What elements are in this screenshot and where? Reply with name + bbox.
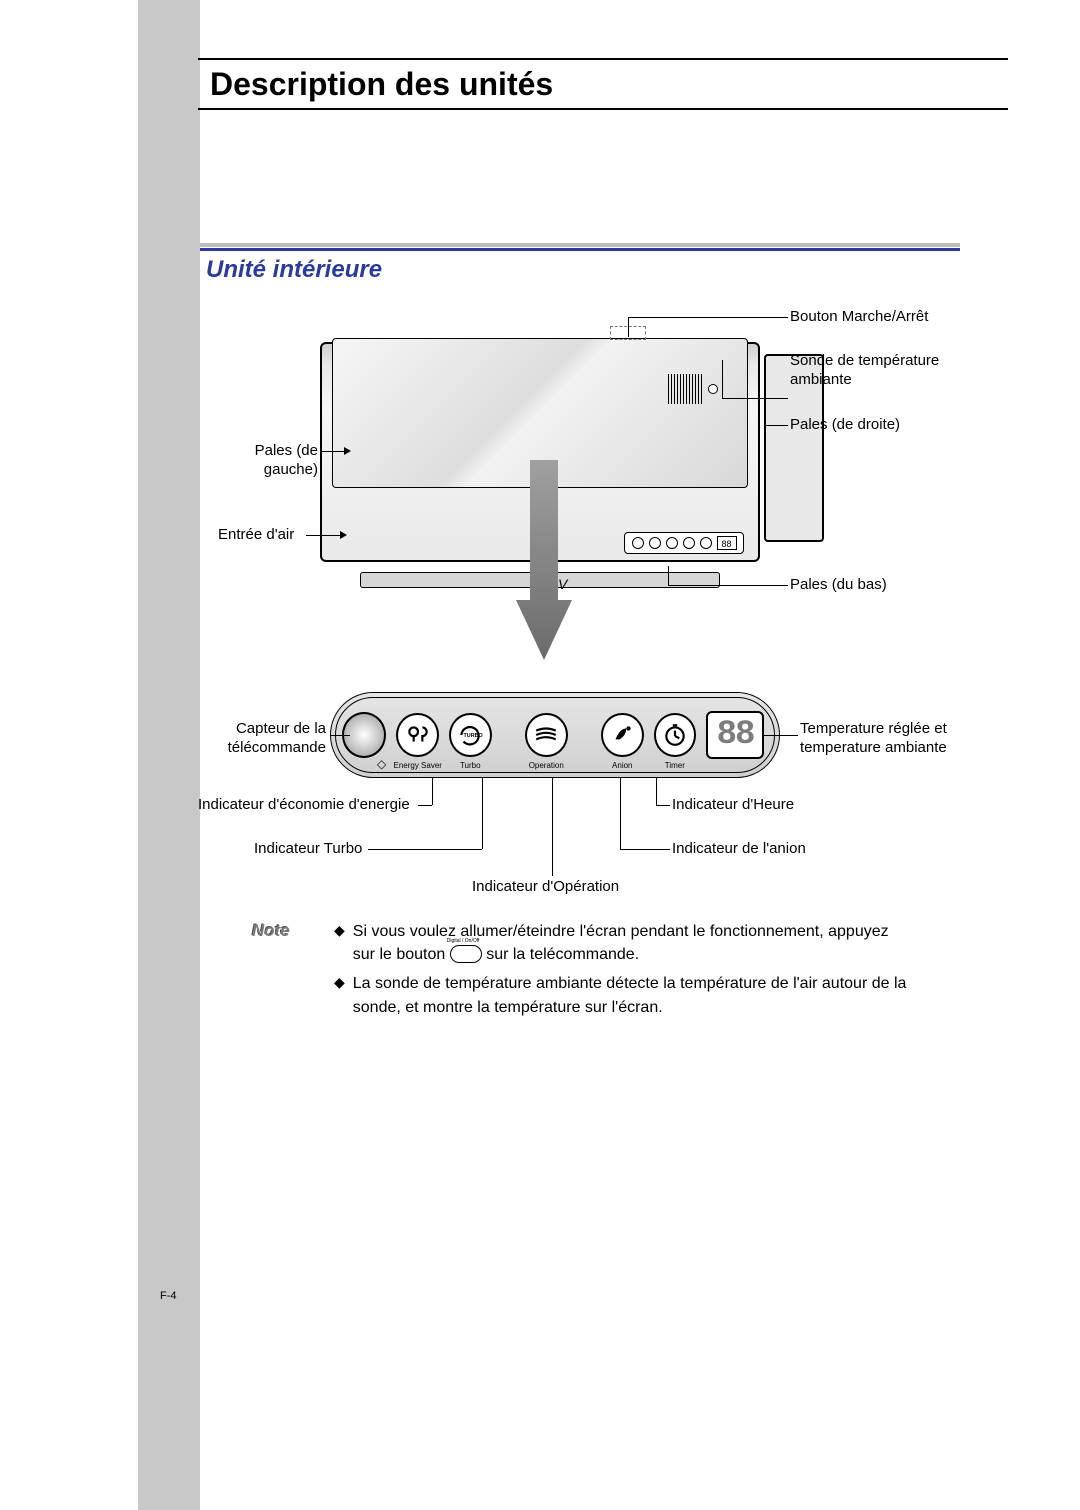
indicator-label: Timer xyxy=(665,761,685,771)
note-body: ◆ Si vous voulez allumer/éteindre l'écra… xyxy=(334,920,914,1025)
mini-display: 88 xyxy=(717,536,737,550)
label-capteur-tele: Capteur de la télécommande xyxy=(216,720,326,758)
turbo-indicator: TURBO Turbo xyxy=(449,713,492,757)
energy-saver-indicator: Energy Saver xyxy=(396,713,439,757)
mini-dot-icon xyxy=(649,537,661,549)
label-ind-heure: Indicateur d'Heure xyxy=(672,796,794,815)
indicator-label: Anion xyxy=(612,761,632,771)
arrowhead-icon xyxy=(340,531,347,539)
leader-line xyxy=(722,398,788,399)
leader-line xyxy=(322,451,344,452)
mini-led-strip: 88 xyxy=(624,532,744,554)
note-bullet-1: ◆ Si vous voulez allumer/éteindre l'écra… xyxy=(334,920,914,966)
leader-line xyxy=(330,735,350,736)
page-number: F-4 xyxy=(160,1290,177,1302)
leader-line xyxy=(668,566,669,585)
v-notch-icon: V xyxy=(558,576,567,592)
section-rule-blue xyxy=(200,248,960,251)
page: Description des unités Unité intérieure … xyxy=(0,0,1080,1510)
energy-icon xyxy=(405,722,431,748)
wifi-icon: ◇ xyxy=(377,757,386,771)
label-pales-bas: Pales (du bas) xyxy=(790,576,887,595)
operation-indicator: Operation xyxy=(525,713,568,757)
mini-dot-icon xyxy=(632,537,644,549)
sensor-dot-icon xyxy=(708,384,718,394)
note-text-1: Si vous voulez allumer/éteindre l'écran … xyxy=(353,920,914,966)
panel-inner: Energy Saver TURBO Turbo Operation Anion… xyxy=(335,697,775,773)
turbo-icon: TURBO xyxy=(457,722,483,748)
leader-line xyxy=(418,805,432,806)
left-grey-column xyxy=(138,0,200,1510)
label-pales-droite: Pales (de droite) xyxy=(790,416,900,435)
note-text-2: La sonde de température ambiante détecte… xyxy=(353,972,914,1018)
mini-dot-icon xyxy=(683,537,695,549)
leader-line xyxy=(306,535,340,536)
leader-line xyxy=(656,778,657,805)
indicator-label: Operation xyxy=(529,761,564,771)
note-label: Note xyxy=(252,921,290,941)
note-bullet-2: ◆ La sonde de température ambiante détec… xyxy=(334,972,914,1018)
leader-line xyxy=(620,778,621,849)
operation-icon xyxy=(533,722,559,748)
mini-dot-icon xyxy=(700,537,712,549)
leader-line xyxy=(764,425,788,426)
leader-line xyxy=(722,360,723,398)
label-ind-eco: Indicateur d'économie d'energie xyxy=(198,796,410,815)
svg-text:TURBO: TURBO xyxy=(464,733,483,739)
remote-button-icon xyxy=(450,945,482,963)
title-rule-bottom xyxy=(198,108,1008,110)
display-panel: Energy Saver TURBO Turbo Operation Anion… xyxy=(330,692,780,778)
page-title: Description des unités xyxy=(210,66,553,103)
bullet-icon: ◆ xyxy=(334,972,345,1018)
timer-indicator: Timer xyxy=(654,713,697,757)
label-temp-reglee: Temperature réglée et temperature ambian… xyxy=(800,720,970,758)
leader-line xyxy=(628,317,788,318)
indicator-label: Turbo xyxy=(460,761,481,771)
label-bouton-marche: Bouton Marche/Arrêt xyxy=(790,308,928,327)
bullet-icon: ◆ xyxy=(334,920,345,966)
mini-dot-icon xyxy=(666,537,678,549)
anion-icon xyxy=(609,722,635,748)
leader-line xyxy=(628,317,629,337)
label-ind-operation: Indicateur d'Opération xyxy=(472,878,619,897)
label-pales-gauche: Pales (de gauche) xyxy=(198,442,318,480)
note-1-part-b: sur la telécommande. xyxy=(486,946,639,963)
section-rule-grey xyxy=(200,243,960,247)
leader-line xyxy=(764,735,798,736)
section-subtitle: Unité intérieure xyxy=(206,256,382,284)
label-sonde-temp: Sonde de température ambiante xyxy=(790,352,960,390)
label-ind-turbo: Indicateur Turbo xyxy=(254,840,362,859)
leader-line xyxy=(620,849,670,850)
timer-icon xyxy=(662,722,688,748)
leader-line xyxy=(482,778,483,849)
arrowhead-icon xyxy=(344,447,351,455)
leader-line xyxy=(552,778,553,876)
leader-line xyxy=(432,778,433,805)
leader-line xyxy=(668,585,788,586)
leader-line xyxy=(656,805,670,806)
label-entree-air: Entrée d'air xyxy=(218,526,294,545)
title-rule-top xyxy=(198,58,1008,60)
label-ind-anion: Indicateur de l'anion xyxy=(672,840,806,859)
digit-display: 88 xyxy=(706,711,764,759)
indicator-label: Energy Saver xyxy=(393,761,441,771)
sensor-grid-icon xyxy=(668,374,702,404)
anion-indicator: Anion xyxy=(601,713,644,757)
leader-line xyxy=(368,849,482,850)
